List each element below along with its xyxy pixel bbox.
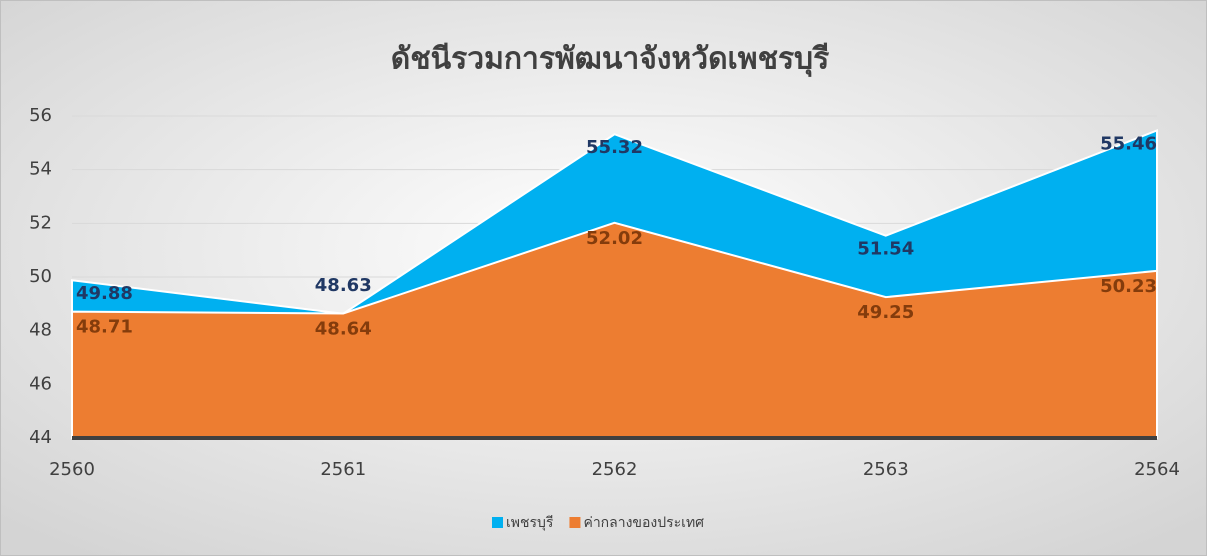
data-label: 48.71	[76, 317, 133, 338]
y-tick-label: 54	[29, 159, 52, 180]
data-label: 49.25	[857, 302, 914, 323]
y-tick-label: 46	[29, 373, 52, 394]
data-label: 50.23	[1100, 276, 1157, 297]
legend-swatch	[569, 517, 581, 528]
chart-title: ดัชนีรวมการพัฒนาจังหวัดเพชรบุรี	[391, 42, 829, 78]
y-tick-label: 48	[29, 320, 52, 341]
area	[71, 221, 1158, 439]
x-tick-label: 2560	[49, 459, 95, 480]
x-tick-label: 2564	[1134, 459, 1180, 480]
data-label: 55.46	[1100, 133, 1157, 154]
data-label: 51.54	[857, 239, 914, 260]
legend-swatch	[492, 517, 503, 528]
legend-label: เพชรบุรี	[506, 515, 554, 531]
y-tick-label: 50	[29, 266, 52, 287]
y-tick-label: 52	[29, 212, 52, 233]
y-tick-label: 56	[29, 105, 52, 126]
x-tick-label: 2562	[592, 459, 638, 480]
x-tick-label: 2561	[320, 459, 366, 480]
data-label: 49.88	[76, 283, 133, 304]
data-label: 55.32	[586, 137, 643, 158]
legend-label: ค่ากลางของประเทศ	[583, 515, 704, 531]
data-label: 48.63	[315, 275, 372, 296]
y-tick-label: 44	[29, 427, 52, 448]
data-label: 48.64	[315, 318, 372, 339]
data-label: 52.02	[586, 228, 643, 249]
x-tick-label: 2563	[863, 459, 909, 480]
legend: เพชรบุรี ค่ากลางของประเทศ	[492, 515, 704, 531]
